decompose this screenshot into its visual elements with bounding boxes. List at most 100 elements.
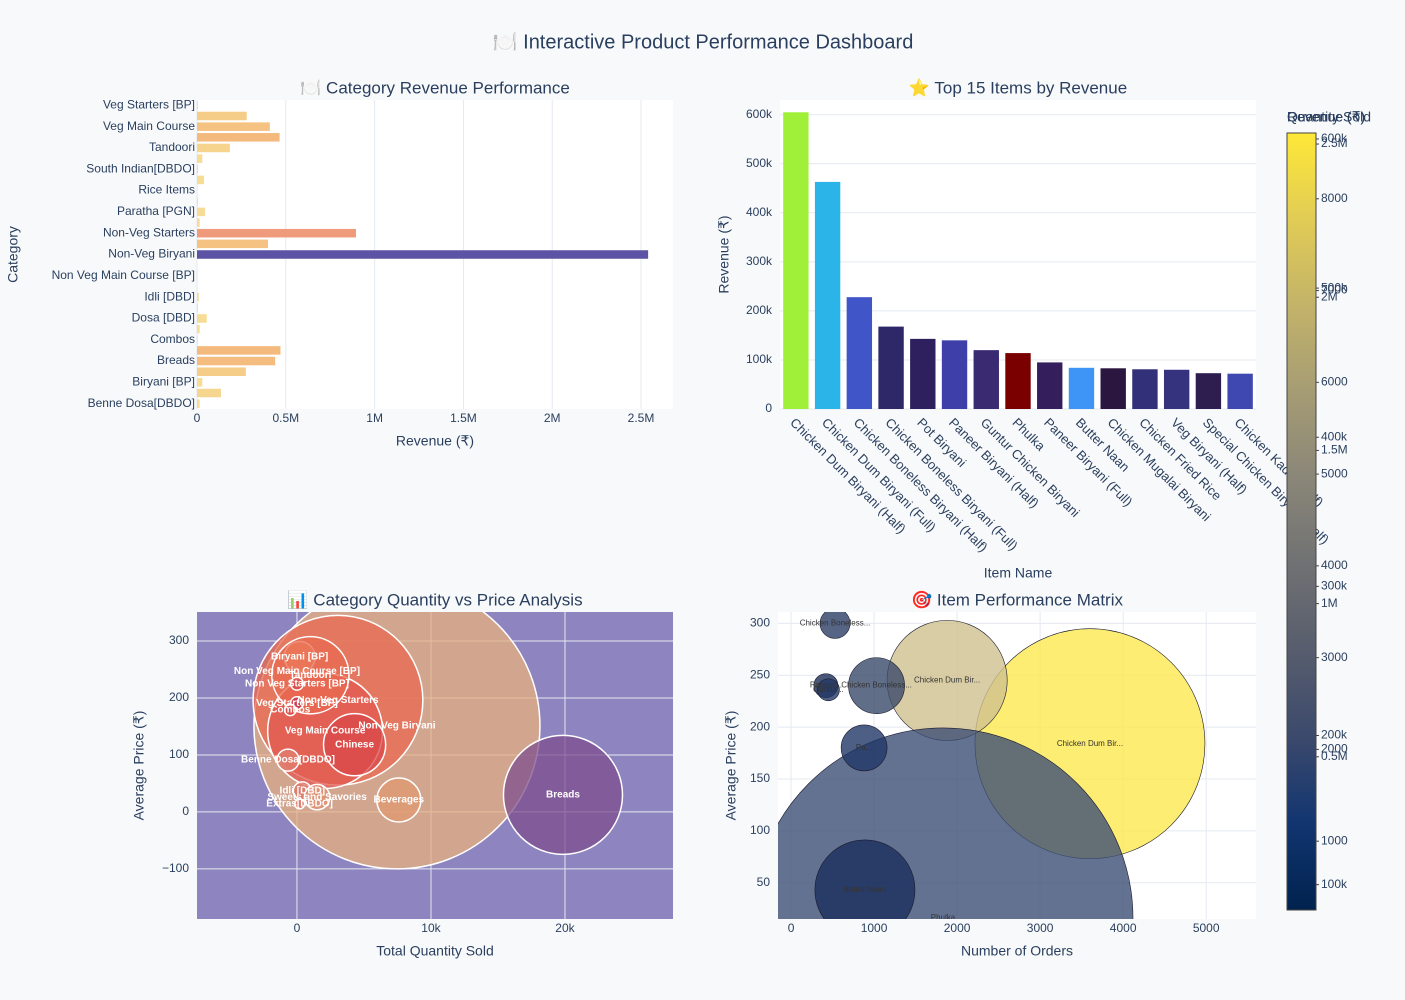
bubble: [283, 703, 297, 717]
x-tick-label: 10k: [421, 921, 441, 935]
bar: [910, 338, 936, 409]
x-tick-label: 20k: [555, 921, 575, 935]
bar: [197, 324, 200, 334]
point-label: Non Veg Main Course [BP]: [234, 666, 360, 677]
bar: [197, 218, 200, 227]
colorbar-tick-label: 8000: [1321, 191, 1348, 205]
bar: [197, 303, 198, 313]
bubble: [848, 657, 905, 714]
bubble: [271, 635, 350, 715]
bubble: [276, 748, 300, 772]
x-axis-title: Total Quantity Sold: [376, 943, 494, 959]
bubble: [502, 734, 624, 856]
bubble: [814, 839, 916, 919]
colorbar-tick-label: 1000: [1321, 833, 1348, 847]
y-tick-label: Combos: [150, 332, 195, 346]
colorbar-tick-label: 2M: [1321, 289, 1338, 303]
y-tick-label: South Indian[DBDO]: [86, 161, 195, 175]
point-label: Non-Veg Starters: [297, 695, 379, 706]
y-tick-label: Breads: [157, 353, 195, 367]
y-tick-label: 500k: [746, 156, 773, 170]
y-axis-title: Revenue (₹): [716, 215, 732, 293]
point-label: Tandoori: [289, 670, 331, 681]
colorbar-tick-label: 0.5M: [1321, 749, 1348, 763]
bar: [846, 297, 873, 409]
bar: [1005, 353, 1031, 409]
bar: [814, 181, 841, 409]
colorbar-tick-label: 100k: [1321, 877, 1348, 891]
colorbar: [1286, 132, 1317, 911]
bar: [197, 175, 205, 185]
bar: [1068, 367, 1095, 409]
point-label: Chicken Dum Bir...: [914, 676, 980, 685]
bubble: [840, 724, 888, 772]
x-tick-label: 0.5M: [272, 411, 299, 425]
bar: [197, 207, 205, 217]
point-label: Chicken Boneless...: [800, 619, 871, 628]
y-tick-label: Dosa [DBD]: [132, 311, 195, 325]
bar: [1195, 373, 1222, 409]
bar: [197, 335, 198, 345]
y-tick-label: 200: [169, 690, 189, 704]
bar: [941, 340, 968, 409]
bar: [1163, 369, 1190, 409]
bar: [197, 314, 207, 323]
x-tick-label: 0: [194, 411, 201, 425]
y-tick-label: 50: [757, 875, 771, 889]
bubble: [289, 676, 305, 691]
bar: [197, 346, 281, 355]
x-tick-label: 2.5M: [628, 411, 655, 425]
y-tick-label: Veg Starters [BP]: [103, 97, 195, 111]
point-label: Chicken Boneless...: [841, 681, 912, 690]
bar: [197, 292, 199, 302]
bar: [197, 250, 649, 259]
x-tick-label: 2M: [544, 411, 561, 425]
colorbar-tick-label: 3000: [1321, 650, 1348, 664]
bubble: [817, 678, 840, 702]
x-tick-label: 0: [788, 921, 795, 935]
y-tick-label: 200: [750, 719, 770, 733]
points: Chicken Dum Bir... Chicken Dum Bir... Phul…: [778, 612, 1206, 919]
x-axis-title: Item Name: [984, 565, 1053, 581]
x-tick-label: 3000: [1027, 921, 1054, 935]
colorbar-tick-label: 400k: [1321, 429, 1348, 443]
colorbar-tick-label: 500k: [1321, 280, 1348, 294]
dashboard-title: 🍽️ Interactive Product Performance Dashb…: [493, 31, 914, 53]
y-axis-title: Average Price (₹): [131, 711, 147, 821]
colorbar-tick-label: 7000: [1321, 283, 1348, 297]
point-label: Biryani [BP]: [271, 652, 328, 663]
bar: [197, 378, 203, 387]
y-tick-label: 100: [169, 747, 189, 761]
chart-title: 🍽️ Category Revenue Performance: [300, 78, 570, 97]
point-label: Combos: [270, 705, 310, 716]
bar: [973, 350, 999, 409]
bar: [197, 143, 230, 153]
point-label: Veg Starters [BP]: [256, 698, 338, 709]
y-tick-label: 300k: [746, 254, 773, 268]
colorbar-tick-label: 300k: [1321, 579, 1348, 593]
colorbar-tick-label: 6000: [1321, 375, 1348, 389]
colorbar-tick-label: 200k: [1321, 728, 1348, 742]
bar: [197, 111, 247, 121]
bar: [197, 164, 199, 174]
point-label: Extras[DBDO]: [266, 799, 333, 810]
bubble: [322, 712, 387, 777]
y-tick-label: Idli [DBD]: [144, 289, 195, 303]
y-axis-title: Average Price (₹): [723, 711, 739, 821]
y-tick-label: 300: [750, 616, 770, 630]
point-label: Chicken Dum Bir...: [1057, 739, 1123, 748]
bar: [197, 228, 356, 238]
point-label: Non Veg Starters [BP]: [245, 678, 349, 689]
y-tick-label: Non-Veg Starters: [103, 225, 195, 239]
y-tick-label: Rice Items: [138, 183, 195, 197]
bar: [1100, 368, 1126, 409]
bar: [197, 122, 270, 131]
y-tick-label: Veg Main Course: [103, 119, 195, 133]
x-axis-title: Number of Orders: [961, 943, 1073, 959]
colorbar-tick-label: 5000: [1321, 466, 1348, 480]
point-label: Idli [DBD]: [280, 785, 326, 796]
x-tick-label: 1M: [366, 411, 383, 425]
bubble: [303, 783, 331, 811]
colorbar-tick-label: 1M: [1321, 596, 1338, 610]
